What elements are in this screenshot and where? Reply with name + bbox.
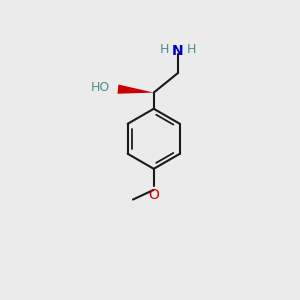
Text: H: H: [187, 43, 196, 56]
Text: N: N: [172, 44, 184, 58]
Text: HO: HO: [91, 82, 110, 94]
Polygon shape: [118, 85, 154, 94]
Text: O: O: [148, 188, 159, 203]
Text: H: H: [160, 43, 169, 56]
